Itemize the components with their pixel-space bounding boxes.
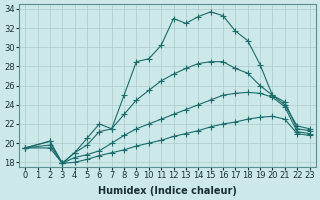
- X-axis label: Humidex (Indice chaleur): Humidex (Indice chaleur): [98, 186, 237, 196]
